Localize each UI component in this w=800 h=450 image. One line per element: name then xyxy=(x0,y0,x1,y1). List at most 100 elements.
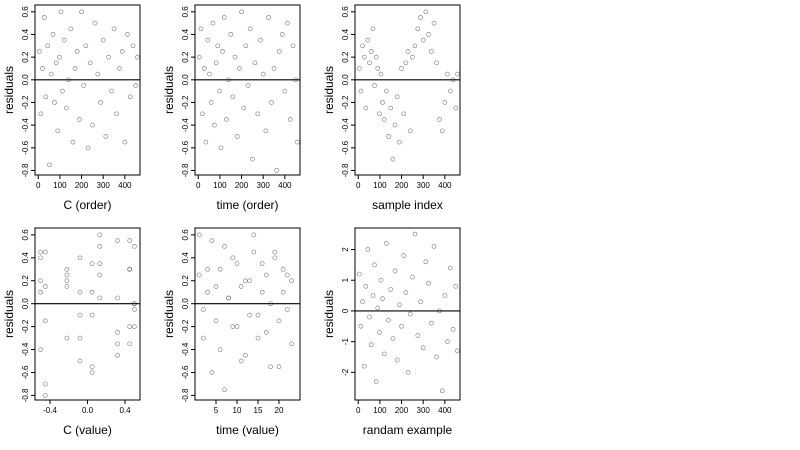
point xyxy=(217,266,223,272)
point xyxy=(38,347,43,352)
y-axis-label: residuals xyxy=(2,290,16,338)
y-axis-label: residuals xyxy=(322,290,336,338)
point xyxy=(412,231,418,237)
x-tick-label: 5 xyxy=(214,406,219,415)
x-tick-label: 400 xyxy=(278,181,292,190)
point xyxy=(356,271,362,277)
x-tick-label: 400 xyxy=(118,181,132,190)
point xyxy=(238,358,244,364)
point xyxy=(429,320,434,326)
point xyxy=(232,54,238,60)
point xyxy=(252,60,258,66)
point xyxy=(243,352,248,358)
point xyxy=(399,66,404,71)
point xyxy=(103,134,109,139)
point xyxy=(57,54,62,60)
point xyxy=(220,49,225,54)
point xyxy=(434,354,439,360)
point xyxy=(115,341,120,347)
point xyxy=(434,60,439,66)
point xyxy=(42,284,48,289)
point xyxy=(370,26,376,32)
x-axis-label: randam example xyxy=(363,423,453,437)
point xyxy=(122,139,128,145)
point xyxy=(213,60,219,66)
point xyxy=(95,71,101,77)
point xyxy=(97,261,103,266)
point xyxy=(132,243,137,249)
point xyxy=(372,83,377,88)
y-tick-label: 0.4 xyxy=(341,28,350,40)
point xyxy=(372,262,377,268)
point xyxy=(251,232,257,238)
point xyxy=(377,111,382,117)
point xyxy=(114,111,119,117)
y-tick-label: -2 xyxy=(341,368,350,376)
y-tick-label: -0.4 xyxy=(181,118,190,132)
point xyxy=(222,387,227,393)
point xyxy=(268,364,273,370)
point xyxy=(282,88,288,94)
point xyxy=(378,71,384,77)
point xyxy=(100,37,106,43)
x-tick-label: 300 xyxy=(257,181,271,190)
point xyxy=(405,49,411,54)
y-tick-label: -0.4 xyxy=(21,118,30,132)
point xyxy=(394,94,400,100)
point xyxy=(363,105,369,111)
point xyxy=(243,278,248,284)
point xyxy=(442,293,448,298)
x-axis-label: C (value) xyxy=(63,423,112,437)
point xyxy=(397,302,402,308)
point xyxy=(85,145,91,151)
y-tick-label: -0.8 xyxy=(181,163,190,177)
y-tick-label: -0.8 xyxy=(21,388,30,402)
point xyxy=(60,88,65,94)
point xyxy=(209,370,215,375)
point xyxy=(380,100,385,105)
point xyxy=(380,296,385,301)
point xyxy=(200,111,205,117)
point xyxy=(45,43,51,49)
y-tick-label: 0.4 xyxy=(181,252,190,264)
point xyxy=(373,379,379,384)
point xyxy=(111,26,117,32)
point xyxy=(61,37,67,43)
x-tick-label: 0 xyxy=(356,181,361,190)
y-tick-label: 0.4 xyxy=(21,252,30,264)
y-tick-label: 0.0 xyxy=(181,74,190,86)
point xyxy=(410,274,415,280)
point xyxy=(401,253,407,258)
point xyxy=(251,249,257,255)
x-tick-label: 100 xyxy=(213,181,227,190)
x-tick-label: 0.4 xyxy=(119,406,131,415)
point xyxy=(38,278,43,284)
point xyxy=(89,370,95,375)
point xyxy=(218,145,224,151)
y-tick-label: 0 xyxy=(341,308,350,313)
point xyxy=(217,88,222,94)
x-tick-label: 0 xyxy=(196,181,201,190)
point xyxy=(259,261,265,266)
point xyxy=(450,327,456,332)
point xyxy=(208,100,214,105)
point xyxy=(238,284,244,289)
point xyxy=(455,348,460,354)
y-tick-label: 0.2 xyxy=(21,51,30,63)
point xyxy=(279,32,285,37)
point xyxy=(90,122,95,128)
point xyxy=(386,134,391,139)
point xyxy=(407,311,413,317)
point xyxy=(64,335,70,341)
point xyxy=(205,289,210,295)
point xyxy=(445,71,450,77)
point xyxy=(89,364,95,370)
point xyxy=(210,20,216,26)
y-tick-label: 0.0 xyxy=(341,74,350,86)
point xyxy=(250,156,255,162)
point xyxy=(201,66,207,71)
point xyxy=(209,238,215,243)
point xyxy=(295,139,300,145)
x-tick-label: 0.0 xyxy=(82,406,94,415)
